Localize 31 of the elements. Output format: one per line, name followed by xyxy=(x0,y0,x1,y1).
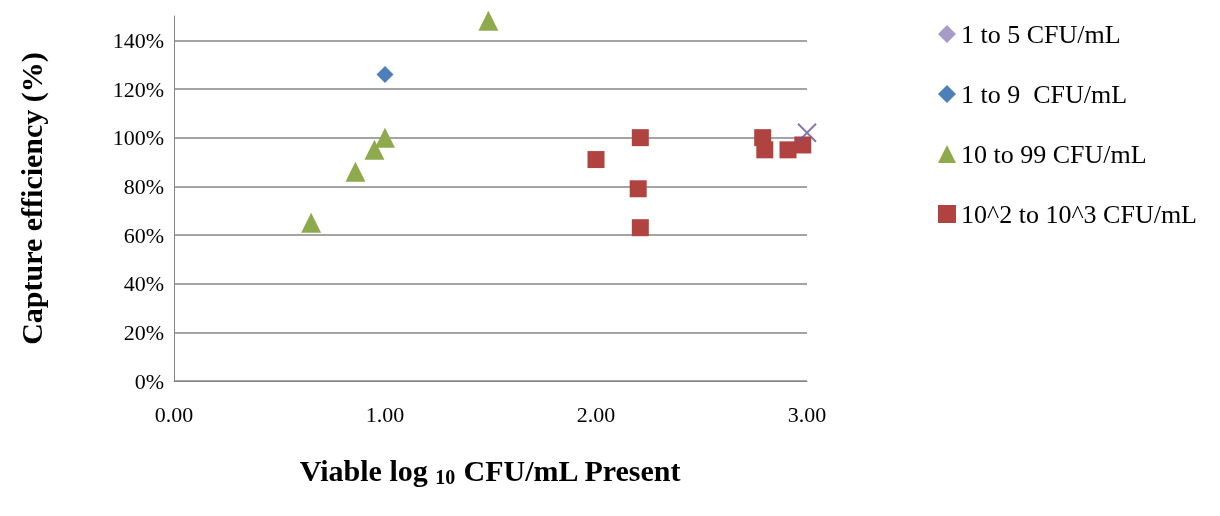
point xyxy=(631,129,649,147)
x-tick-label: 2.00 xyxy=(576,401,616,427)
legend-label: 1 to 5 CFU/mL xyxy=(960,19,1121,49)
y-axis-title: Capture efficiency (%) xyxy=(14,52,49,345)
y-tick-label: 140% xyxy=(112,27,164,53)
y-tick-label: 0% xyxy=(134,368,164,394)
y-tick-label: 60% xyxy=(123,222,164,248)
point xyxy=(631,219,649,237)
x-axis-title: Viable log 10 CFU/mL Present xyxy=(299,453,681,488)
y-tick-label: 100% xyxy=(112,125,164,151)
y-tick-label: 40% xyxy=(123,271,164,297)
point xyxy=(376,65,394,83)
legend-label: 1 to 9 CFU/mL xyxy=(960,79,1128,109)
point xyxy=(375,127,395,148)
legend-label: 10 to 99 CFU/mL xyxy=(960,139,1147,169)
point xyxy=(478,10,499,31)
y-tick-label: 120% xyxy=(112,76,164,102)
y-tick-label: 20% xyxy=(123,319,164,345)
point xyxy=(301,212,322,233)
point xyxy=(794,136,812,154)
point xyxy=(587,151,605,169)
y-tick-label: 80% xyxy=(123,173,164,199)
point xyxy=(797,122,817,143)
point xyxy=(756,141,774,159)
x-tick-label: 3.00 xyxy=(787,401,827,427)
x-tick-label: 1.00 xyxy=(365,401,405,427)
point xyxy=(345,161,366,182)
legend-label: 10^2 to 10^3 CFU/mL xyxy=(960,199,1197,229)
point xyxy=(629,180,647,198)
point xyxy=(364,139,385,160)
x-tick-label: 0.00 xyxy=(154,401,194,427)
